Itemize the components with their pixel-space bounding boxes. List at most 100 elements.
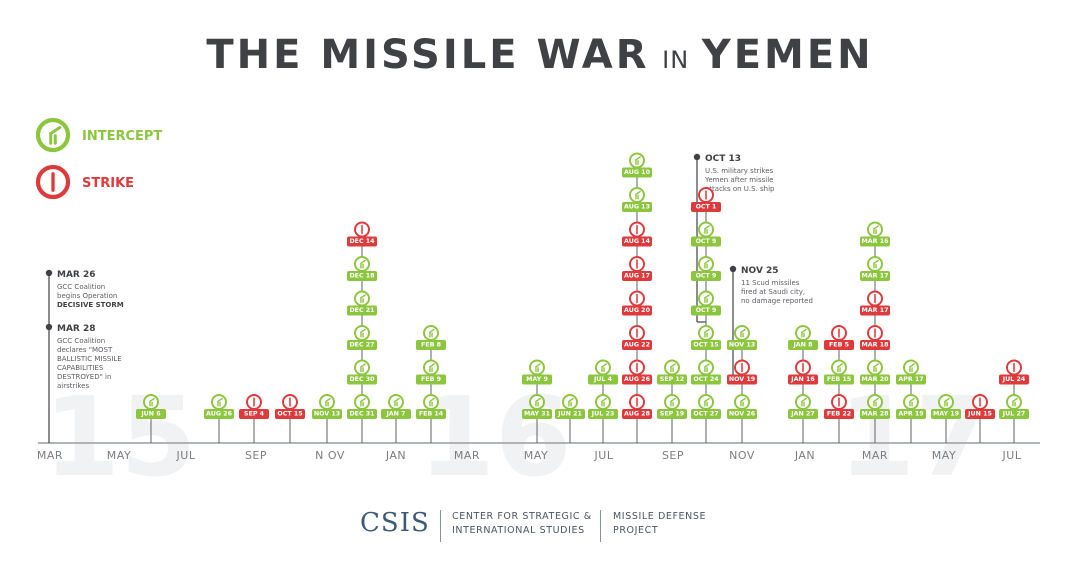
event-label: JAN 8 bbox=[792, 342, 812, 349]
event-label: DEC 18 bbox=[349, 273, 374, 280]
strike-icon bbox=[972, 394, 988, 410]
project-name-line-2: PROJECT bbox=[613, 525, 659, 536]
event-badge bbox=[416, 374, 446, 385]
event-badge bbox=[381, 409, 411, 419]
event-label: MAY 9 bbox=[526, 376, 548, 383]
event-label: DEC 27 bbox=[349, 342, 374, 349]
intercept-icon bbox=[698, 221, 714, 238]
event-stacks: JUN 6 AUG 26 SEP 4 OCT 15 NOV 13 DEC 31 DEC 30… bbox=[136, 152, 1029, 443]
annotation-line: fired at Saudi city, bbox=[741, 288, 805, 296]
event-badge bbox=[275, 409, 305, 419]
event-badge bbox=[691, 305, 721, 316]
event-badge bbox=[588, 374, 618, 385]
event-label: MAY 19 bbox=[933, 411, 959, 418]
intercept-icon bbox=[698, 359, 714, 376]
event-label: OCT 15 bbox=[277, 411, 302, 418]
annotation-date: MAR 26 bbox=[57, 270, 96, 280]
event-label: SEP 19 bbox=[660, 411, 684, 418]
annotation-line: BALLISTIC MISSILE bbox=[57, 355, 122, 363]
intercept-icon bbox=[423, 325, 439, 341]
event-label: JUL 4 bbox=[593, 376, 613, 383]
event-label: AUG 17 bbox=[624, 273, 650, 280]
event-label: MAR 17 bbox=[862, 307, 889, 314]
x-tick-label: SEP bbox=[662, 449, 684, 462]
csis-logo: CSIS bbox=[360, 508, 430, 538]
x-tick-label: JUL bbox=[1002, 449, 1022, 462]
event-label: OCT 9 bbox=[696, 238, 717, 245]
event-label: FEB 8 bbox=[421, 342, 441, 349]
event-label: FEB 5 bbox=[829, 342, 849, 349]
intercept-icon bbox=[867, 256, 883, 272]
event-label: DEC 31 bbox=[349, 411, 374, 418]
strike-icon bbox=[629, 290, 645, 307]
event-label: AUG 20 bbox=[624, 307, 651, 314]
event-label: JUN 21 bbox=[557, 411, 582, 418]
event-badge bbox=[622, 271, 652, 281]
missile-timeline-chart: 15 16 17 INTERCEPT STRIKE MAR MAY JUL SEP N OV J… bbox=[35, 117, 1040, 500]
intercept-icon bbox=[867, 221, 883, 238]
event-label: AUG 13 bbox=[624, 204, 650, 211]
center-name: CENTER FOR STRATEGIC & INTERNATIONAL STU… bbox=[452, 510, 592, 542]
annotation-line: declares "MOST bbox=[57, 346, 113, 354]
event-label: AUG 22 bbox=[624, 342, 650, 349]
annotation-line: U.S. military strikes bbox=[705, 167, 774, 175]
event-badge bbox=[657, 409, 687, 419]
event-badge bbox=[691, 236, 721, 247]
intercept-icon bbox=[354, 394, 370, 410]
event-badge bbox=[691, 374, 721, 385]
annotation-line: Yemen after missile bbox=[704, 176, 773, 184]
intercept-icon bbox=[698, 394, 714, 410]
annotation-line: airstrikes bbox=[57, 382, 89, 390]
watermark-year: 16 bbox=[418, 373, 571, 500]
event-label: OCT 15 bbox=[693, 342, 718, 349]
event-badge bbox=[999, 374, 1029, 385]
event-label: NOV 19 bbox=[729, 376, 755, 383]
event-badge bbox=[312, 409, 342, 419]
event-stack: AUG 26 bbox=[204, 394, 234, 443]
event-badge bbox=[347, 236, 377, 247]
event-stack: JUN 6 bbox=[136, 394, 166, 443]
intercept-icon bbox=[354, 290, 370, 307]
event-badge bbox=[691, 409, 721, 419]
annotation-line: attacks on U.S. ship bbox=[705, 185, 775, 193]
event-badge bbox=[588, 409, 618, 419]
strike-icon bbox=[354, 221, 370, 238]
event-stack: MAY 31 MAY 9 bbox=[522, 359, 552, 443]
event-label: JAN 27 bbox=[790, 411, 814, 418]
event-badge bbox=[896, 409, 926, 419]
event-stack: JUL 27 JUL 24 bbox=[999, 359, 1029, 443]
intercept-icon bbox=[734, 325, 750, 341]
event-label: AUG 26 bbox=[624, 376, 651, 383]
event-stack: OCT 27 OCT 24 OCT 15 OCT 9 OCT 9 OCT 9 OCT 1 bbox=[691, 187, 721, 443]
event-badge bbox=[727, 340, 757, 350]
event-stack: NOV 26 NOV 19 NOV 13 bbox=[727, 325, 757, 443]
event-label: MAR 18 bbox=[862, 342, 889, 349]
intercept-icon bbox=[664, 394, 680, 410]
event-badge bbox=[691, 271, 721, 281]
event-badge bbox=[860, 305, 890, 316]
x-axis: MAR MAY JUL SEP N OV JAN MAR MAY JUL SEP NOV JAN MAR… bbox=[37, 442, 1040, 462]
event-badge bbox=[522, 374, 552, 385]
event-badge bbox=[622, 409, 652, 419]
event-label: JUN 15 bbox=[967, 411, 992, 418]
event-stack: OCT 15 bbox=[275, 394, 305, 443]
intercept-icon bbox=[903, 394, 919, 410]
event-badge bbox=[860, 271, 890, 281]
x-tick-label: JUL bbox=[594, 449, 614, 462]
event-stack: DEC 31 DEC 30 DEC 27 DEC 21 DEC 18 DEC 14 bbox=[347, 221, 377, 443]
event-label: FEB 9 bbox=[421, 376, 441, 383]
event-label: AUG 28 bbox=[624, 411, 650, 418]
event-label: AUG 14 bbox=[624, 238, 651, 245]
event-badge bbox=[824, 340, 854, 350]
year-watermarks: 15 16 17 bbox=[43, 373, 991, 500]
event-stack: FEB 14 FEB 9 FEB 8 bbox=[416, 325, 446, 443]
x-tick-label: MAY bbox=[524, 449, 548, 462]
event-badge bbox=[622, 374, 652, 385]
footer-divider bbox=[600, 510, 601, 542]
x-tick-label: JUL bbox=[176, 449, 196, 462]
x-tick-label: MAR bbox=[37, 449, 63, 462]
intercept-icon bbox=[595, 359, 611, 376]
intercept-icon bbox=[698, 290, 714, 307]
